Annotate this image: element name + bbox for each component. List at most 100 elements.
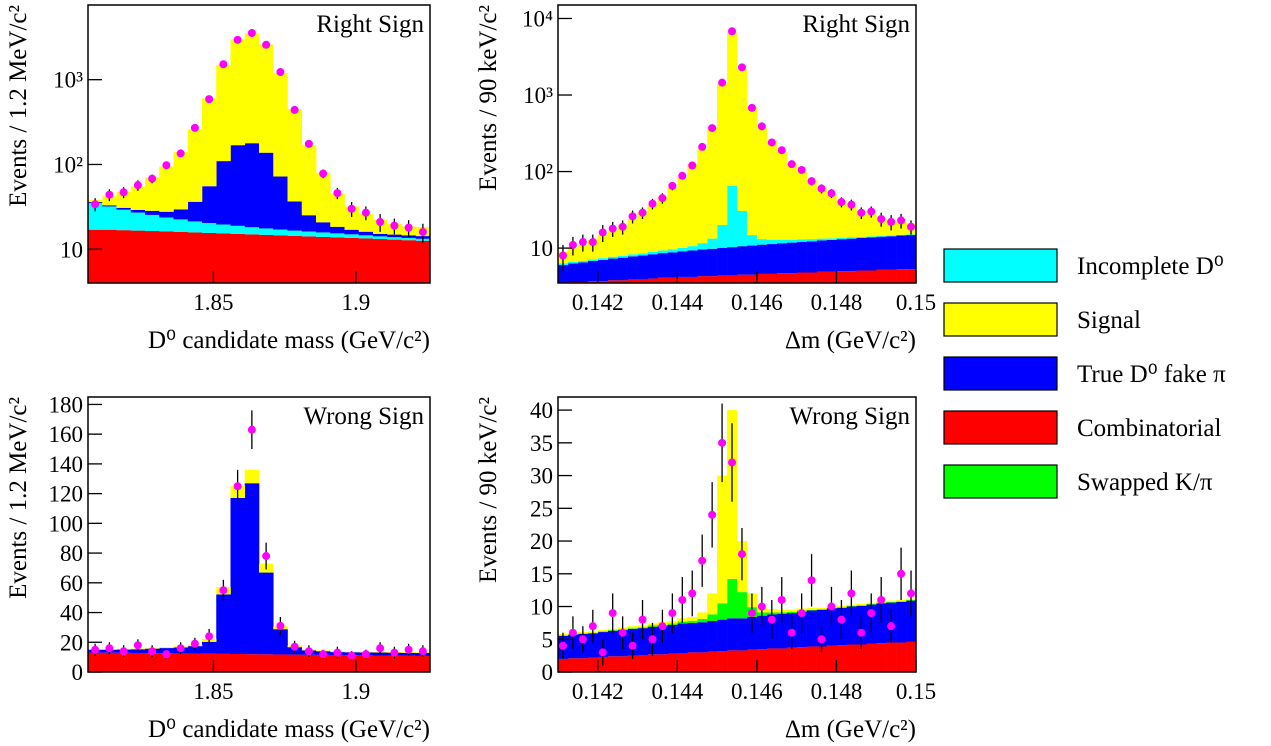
y-axis-label: Events / 90 keV/c² xyxy=(475,397,502,583)
hist-bar xyxy=(677,276,688,283)
hist-bar xyxy=(316,172,331,223)
hist-bar xyxy=(577,658,589,672)
hist-bar xyxy=(617,257,628,281)
hist-bar xyxy=(836,200,847,238)
hist-bar xyxy=(697,652,708,672)
data-point xyxy=(333,189,342,198)
hist-bar xyxy=(856,210,867,237)
data-point xyxy=(190,123,199,132)
hist-bar xyxy=(657,277,668,283)
y-tick-label: 10 xyxy=(60,237,83,262)
hist-bar xyxy=(766,239,778,245)
hist-bar xyxy=(387,655,402,672)
hist-bar xyxy=(836,271,847,283)
hist-bar xyxy=(627,219,638,255)
hist-bar xyxy=(316,236,331,283)
hist-bar xyxy=(173,209,189,220)
plot-area xyxy=(558,27,916,283)
y-tick-label: 25 xyxy=(530,496,553,521)
data-point xyxy=(262,40,271,49)
data-point xyxy=(376,644,385,653)
hist-bar xyxy=(836,239,847,272)
hist-bar xyxy=(587,260,599,282)
data-point xyxy=(404,223,413,232)
hist-bar xyxy=(145,177,160,211)
data-point xyxy=(91,200,100,209)
hist-bar xyxy=(216,224,231,234)
hist-bar xyxy=(358,235,374,239)
hist-bar xyxy=(607,280,618,283)
hist-bar xyxy=(102,652,117,672)
hist-bar xyxy=(173,653,189,672)
x-axis-label: D⁰ candidate mass (GeV/c²) xyxy=(148,716,430,743)
hist-bar xyxy=(567,658,579,672)
hist-bar xyxy=(846,238,857,272)
hist-bar xyxy=(647,278,658,283)
hist-bar xyxy=(187,221,203,233)
data-point xyxy=(757,602,766,611)
hist-bar xyxy=(647,251,658,255)
x-tick-label: 0.146 xyxy=(731,290,783,315)
hist-bar xyxy=(202,186,217,224)
x-axis-label: D⁰ candidate mass (GeV/c²) xyxy=(148,327,430,354)
legend-label: Combinatorial xyxy=(1077,415,1221,442)
hist-bar xyxy=(301,144,317,216)
hist-bar xyxy=(259,152,274,229)
hist-bar xyxy=(130,209,146,213)
frame xyxy=(557,396,917,673)
hist-bar xyxy=(173,219,189,232)
hist-bar xyxy=(202,653,217,672)
hist-bar xyxy=(244,143,260,228)
hist-bar xyxy=(259,654,274,672)
hist-bar xyxy=(906,641,916,672)
y-axis-label: Events / 90 keV/c² xyxy=(475,5,502,191)
hist-bar xyxy=(273,654,288,672)
hist-bar xyxy=(737,68,748,211)
data-point xyxy=(767,615,776,624)
x-tick-label: 0.148 xyxy=(811,290,863,315)
data-point xyxy=(205,632,214,641)
hist-bar xyxy=(287,109,303,202)
hist-bar xyxy=(896,235,907,270)
hist-bar xyxy=(202,98,217,187)
hist-bar xyxy=(717,651,728,672)
hist-bar xyxy=(876,603,887,644)
hist-bar xyxy=(717,247,728,276)
y-tick-label: 100 xyxy=(49,511,84,536)
data-point xyxy=(847,589,856,598)
hist-bar xyxy=(687,620,698,623)
hist-bar xyxy=(826,239,837,272)
data-point xyxy=(688,589,697,598)
legend-swatch xyxy=(943,464,1058,499)
hist-bar xyxy=(401,237,417,241)
hist-bar xyxy=(216,233,231,283)
hist-bar xyxy=(687,164,698,247)
data-point xyxy=(568,628,577,637)
hist-bar xyxy=(896,642,907,672)
hist-bar xyxy=(301,654,317,672)
y-tick-label: 10 xyxy=(530,595,553,620)
hist-bar xyxy=(896,269,907,283)
hist-bar xyxy=(617,280,628,283)
hist-bar xyxy=(102,206,117,230)
data-point xyxy=(233,35,242,44)
hist-bar xyxy=(187,232,203,283)
hist-bar xyxy=(846,644,857,672)
hist-bar xyxy=(846,237,857,239)
hist-bar xyxy=(816,240,827,272)
y-tick-label: 5 xyxy=(542,627,554,652)
data-point xyxy=(817,635,826,644)
data-point xyxy=(787,628,796,637)
hist-bar xyxy=(707,593,718,615)
hist-bar xyxy=(159,653,174,672)
hist-bar xyxy=(230,145,246,226)
hist-bar xyxy=(597,281,609,283)
data-point xyxy=(668,609,677,618)
data-point xyxy=(867,609,876,618)
hist-bar xyxy=(677,623,688,654)
x-tick-label: 1.9 xyxy=(342,679,371,704)
data-point xyxy=(867,207,876,216)
hist-bar xyxy=(677,653,688,672)
hist-bar xyxy=(896,234,907,236)
hist-bar xyxy=(796,239,807,242)
